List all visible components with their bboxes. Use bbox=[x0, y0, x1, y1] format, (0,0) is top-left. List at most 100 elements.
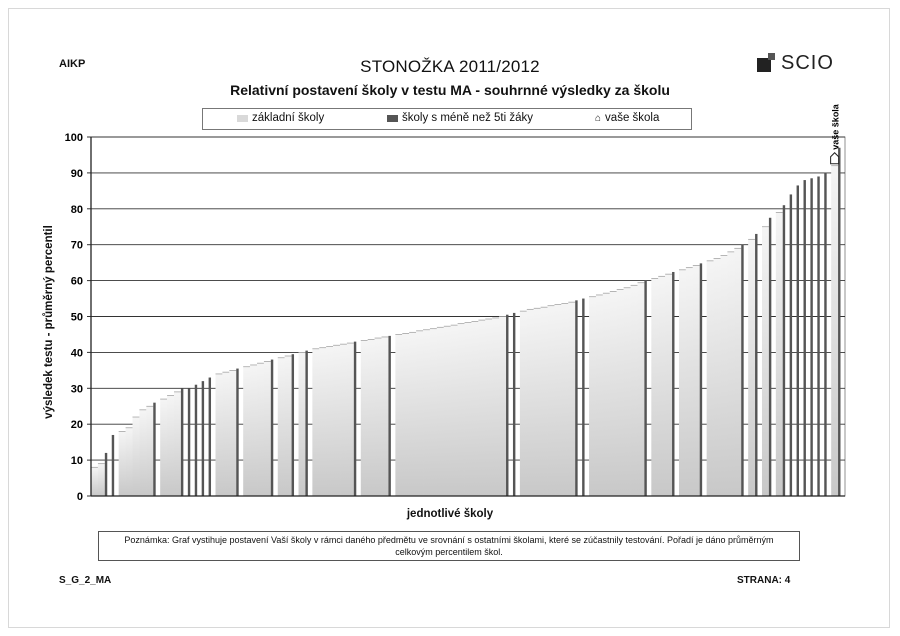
bar-school bbox=[326, 346, 334, 496]
your-school-marker bbox=[830, 152, 840, 165]
bar-school bbox=[423, 329, 431, 496]
bar-school bbox=[485, 319, 493, 496]
bar-small-school bbox=[838, 147, 841, 496]
chart-title: Relativní postavení školy v testu MA - s… bbox=[230, 82, 670, 98]
bar-school bbox=[658, 276, 666, 496]
bar-school bbox=[499, 316, 507, 496]
bar-school bbox=[464, 322, 472, 496]
bar-small-school bbox=[512, 312, 516, 496]
bar-school bbox=[727, 251, 735, 496]
bar-school bbox=[319, 347, 327, 496]
bar-school bbox=[174, 391, 182, 496]
bar-school bbox=[831, 165, 839, 496]
y-tick-label: 10 bbox=[71, 455, 83, 467]
bar-school bbox=[125, 427, 133, 496]
bar-small-school bbox=[291, 354, 295, 496]
bar-school bbox=[589, 296, 597, 496]
bar-small-school bbox=[782, 205, 786, 496]
chart-note: Poznámka: Graf vystihuje postavení Vaší … bbox=[98, 531, 800, 561]
legend-item-small-schools: školy s méně než 5ti žáky bbox=[387, 112, 533, 124]
bar-school bbox=[340, 344, 348, 496]
chart-legend: základní školy školy s méně než 5ti žáky… bbox=[202, 108, 692, 130]
bar-school bbox=[471, 321, 479, 496]
bar-school bbox=[436, 327, 445, 496]
y-tick-label: 100 bbox=[65, 132, 83, 144]
bar-school bbox=[402, 333, 410, 496]
bar-school bbox=[160, 399, 168, 496]
bar-small-school bbox=[810, 178, 813, 497]
x-axis-label: jednotlivé školy bbox=[406, 508, 494, 520]
bar-small-school bbox=[644, 280, 647, 496]
bar-school bbox=[167, 395, 175, 496]
bar-small-school bbox=[796, 185, 799, 496]
bar-school bbox=[333, 345, 341, 496]
bar-small-school bbox=[208, 377, 212, 496]
y-tick-label: 20 bbox=[71, 419, 83, 431]
bar-small-school bbox=[111, 434, 115, 496]
legend-item-your-school: ⌂ vaše škola bbox=[595, 112, 659, 124]
y-tick-label: 50 bbox=[71, 312, 83, 324]
bar-school bbox=[381, 336, 389, 496]
bar-school bbox=[97, 463, 106, 496]
bar-school bbox=[519, 311, 528, 496]
bar-school bbox=[118, 431, 126, 496]
house-icon: ⌂ bbox=[595, 112, 602, 124]
bar-school bbox=[312, 348, 320, 496]
legend-item-basic-schools: základní školy bbox=[237, 112, 324, 124]
y-tick-label: 80 bbox=[71, 204, 83, 216]
bar-small-school bbox=[582, 298, 585, 496]
bar-small-school bbox=[755, 233, 758, 496]
bar-school bbox=[395, 334, 403, 496]
bar-school bbox=[761, 226, 770, 496]
bar-school bbox=[91, 467, 99, 496]
bar-school bbox=[416, 330, 424, 496]
bar-school bbox=[250, 364, 258, 496]
page-code: AIKP bbox=[59, 58, 86, 70]
bar-school bbox=[298, 352, 306, 496]
bar-small-school bbox=[789, 194, 793, 496]
page-title: STONOŽKA 2011/2012 bbox=[360, 57, 540, 76]
bar-school bbox=[450, 325, 459, 496]
bar-small-school bbox=[824, 172, 827, 496]
bar-school bbox=[263, 361, 272, 497]
bar-small-school bbox=[194, 384, 198, 496]
bar-school bbox=[492, 317, 500, 496]
bar-school bbox=[561, 303, 569, 496]
y-tick-label: 60 bbox=[71, 276, 83, 288]
bar-school bbox=[132, 417, 140, 496]
bar-school bbox=[748, 239, 756, 496]
bar-school bbox=[146, 406, 154, 496]
logo-text: SCIO bbox=[781, 51, 834, 74]
bar-small-school bbox=[506, 314, 509, 496]
bar-school bbox=[609, 291, 618, 496]
bar-small-school bbox=[236, 368, 239, 496]
bar-school bbox=[360, 340, 369, 496]
bar-school bbox=[678, 269, 687, 496]
legend-swatch-light bbox=[237, 114, 248, 122]
bar-school bbox=[215, 373, 223, 496]
bar-small-school bbox=[768, 217, 772, 496]
bar-small-school bbox=[305, 350, 308, 496]
bar-school bbox=[568, 302, 576, 496]
page-border bbox=[8, 8, 890, 628]
bar-small-school bbox=[187, 388, 191, 496]
bar-school bbox=[229, 370, 237, 496]
bar-small-school bbox=[699, 263, 703, 496]
bar-school bbox=[775, 212, 784, 496]
bar-school bbox=[478, 320, 486, 496]
bar-school bbox=[243, 366, 251, 496]
bar-school bbox=[346, 343, 355, 496]
bar-small-school bbox=[672, 271, 675, 496]
bar-school bbox=[692, 265, 701, 496]
bar-school bbox=[409, 332, 417, 496]
bar-school bbox=[367, 339, 376, 496]
bar-small-school bbox=[575, 300, 578, 496]
bar-school bbox=[595, 294, 604, 496]
bar-small-school bbox=[817, 176, 820, 497]
legend-label: základní školy bbox=[252, 112, 325, 124]
bar-school bbox=[637, 282, 645, 496]
bar-school bbox=[374, 338, 382, 496]
bar-school bbox=[651, 278, 659, 496]
bar-small-school bbox=[180, 388, 184, 496]
